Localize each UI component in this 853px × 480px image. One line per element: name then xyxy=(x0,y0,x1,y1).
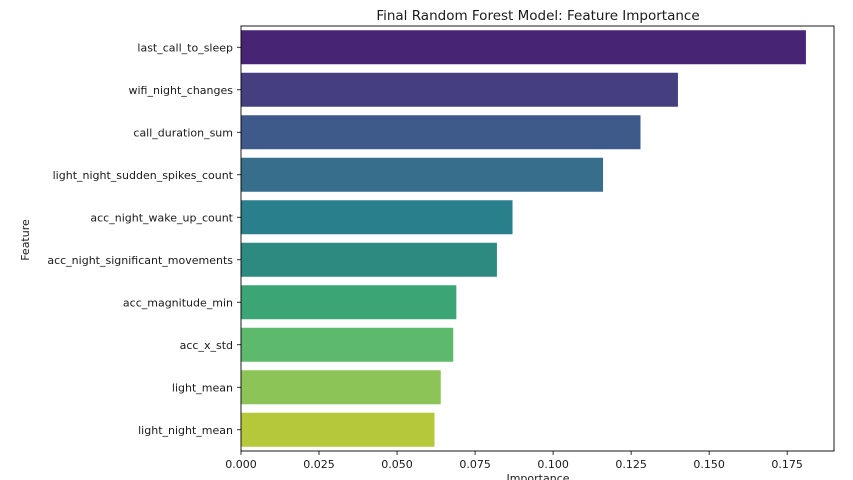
bars-group xyxy=(241,30,806,447)
bar-acc-night-wake-up-count xyxy=(241,200,513,235)
y-tick-label-light-night-sudden-spikes-count: light_night_sudden_spikes_count xyxy=(53,169,234,182)
bar-acc-magnitude-min xyxy=(241,285,457,320)
x-ticks: 0.000 0.025 0.050 0.075 0.100 0.125 0.150 0.175 xyxy=(225,451,803,471)
y-tick-label-acc-night-significant-movements: acc_night_significant_movements xyxy=(47,254,233,267)
y-tick-label-light-night-mean: light_night_mean xyxy=(138,424,233,437)
y-tick-label-last-call-to-sleep: last_call_to_sleep xyxy=(137,41,233,54)
bar-call-duration-sum xyxy=(241,115,641,150)
plot-frame xyxy=(240,25,835,452)
x-tick-label: 0.000 xyxy=(225,458,257,471)
bar-acc-x-std xyxy=(241,327,454,362)
bar-light-night-sudden-spikes-count xyxy=(241,157,604,192)
y-tick-label-call-duration-sum: call_duration_sum xyxy=(133,126,233,139)
y-tick-label-light-mean: light_mean xyxy=(172,381,233,394)
chart-title: Final Random Forest Model: Feature Impor… xyxy=(376,8,699,24)
bar-wifi-night-changes xyxy=(241,72,678,107)
y-tick-label-wifi-night-changes: wifi_night_changes xyxy=(129,84,234,97)
x-tick-label: 0.125 xyxy=(615,458,647,471)
x-tick-label: 0.175 xyxy=(771,458,803,471)
bar-last-call-to-sleep xyxy=(241,30,806,65)
bar-acc-night-significant-movements xyxy=(241,242,497,277)
x-axis-title: Importance xyxy=(506,472,569,480)
x-tick-label: 0.075 xyxy=(459,458,491,471)
x-tick-label: 0.025 xyxy=(303,458,335,471)
x-tick-label: 0.100 xyxy=(537,458,569,471)
y-axis-title: Feature xyxy=(19,219,32,261)
x-tick-label: 0.150 xyxy=(693,458,725,471)
bar-light-mean xyxy=(241,370,441,405)
y-tick-label-acc-x-std: acc_x_std xyxy=(180,339,233,352)
x-tick-label: 0.050 xyxy=(381,458,413,471)
y-tick-labels: last_call_to_sleep wifi_night_changescall… xyxy=(47,41,241,437)
bar-light-night-mean xyxy=(241,412,435,447)
y-tick-label-acc-magnitude-min: acc_magnitude_min xyxy=(123,296,233,309)
y-tick-label-acc-night-wake-up-count: acc_night_wake_up_count xyxy=(90,211,233,224)
